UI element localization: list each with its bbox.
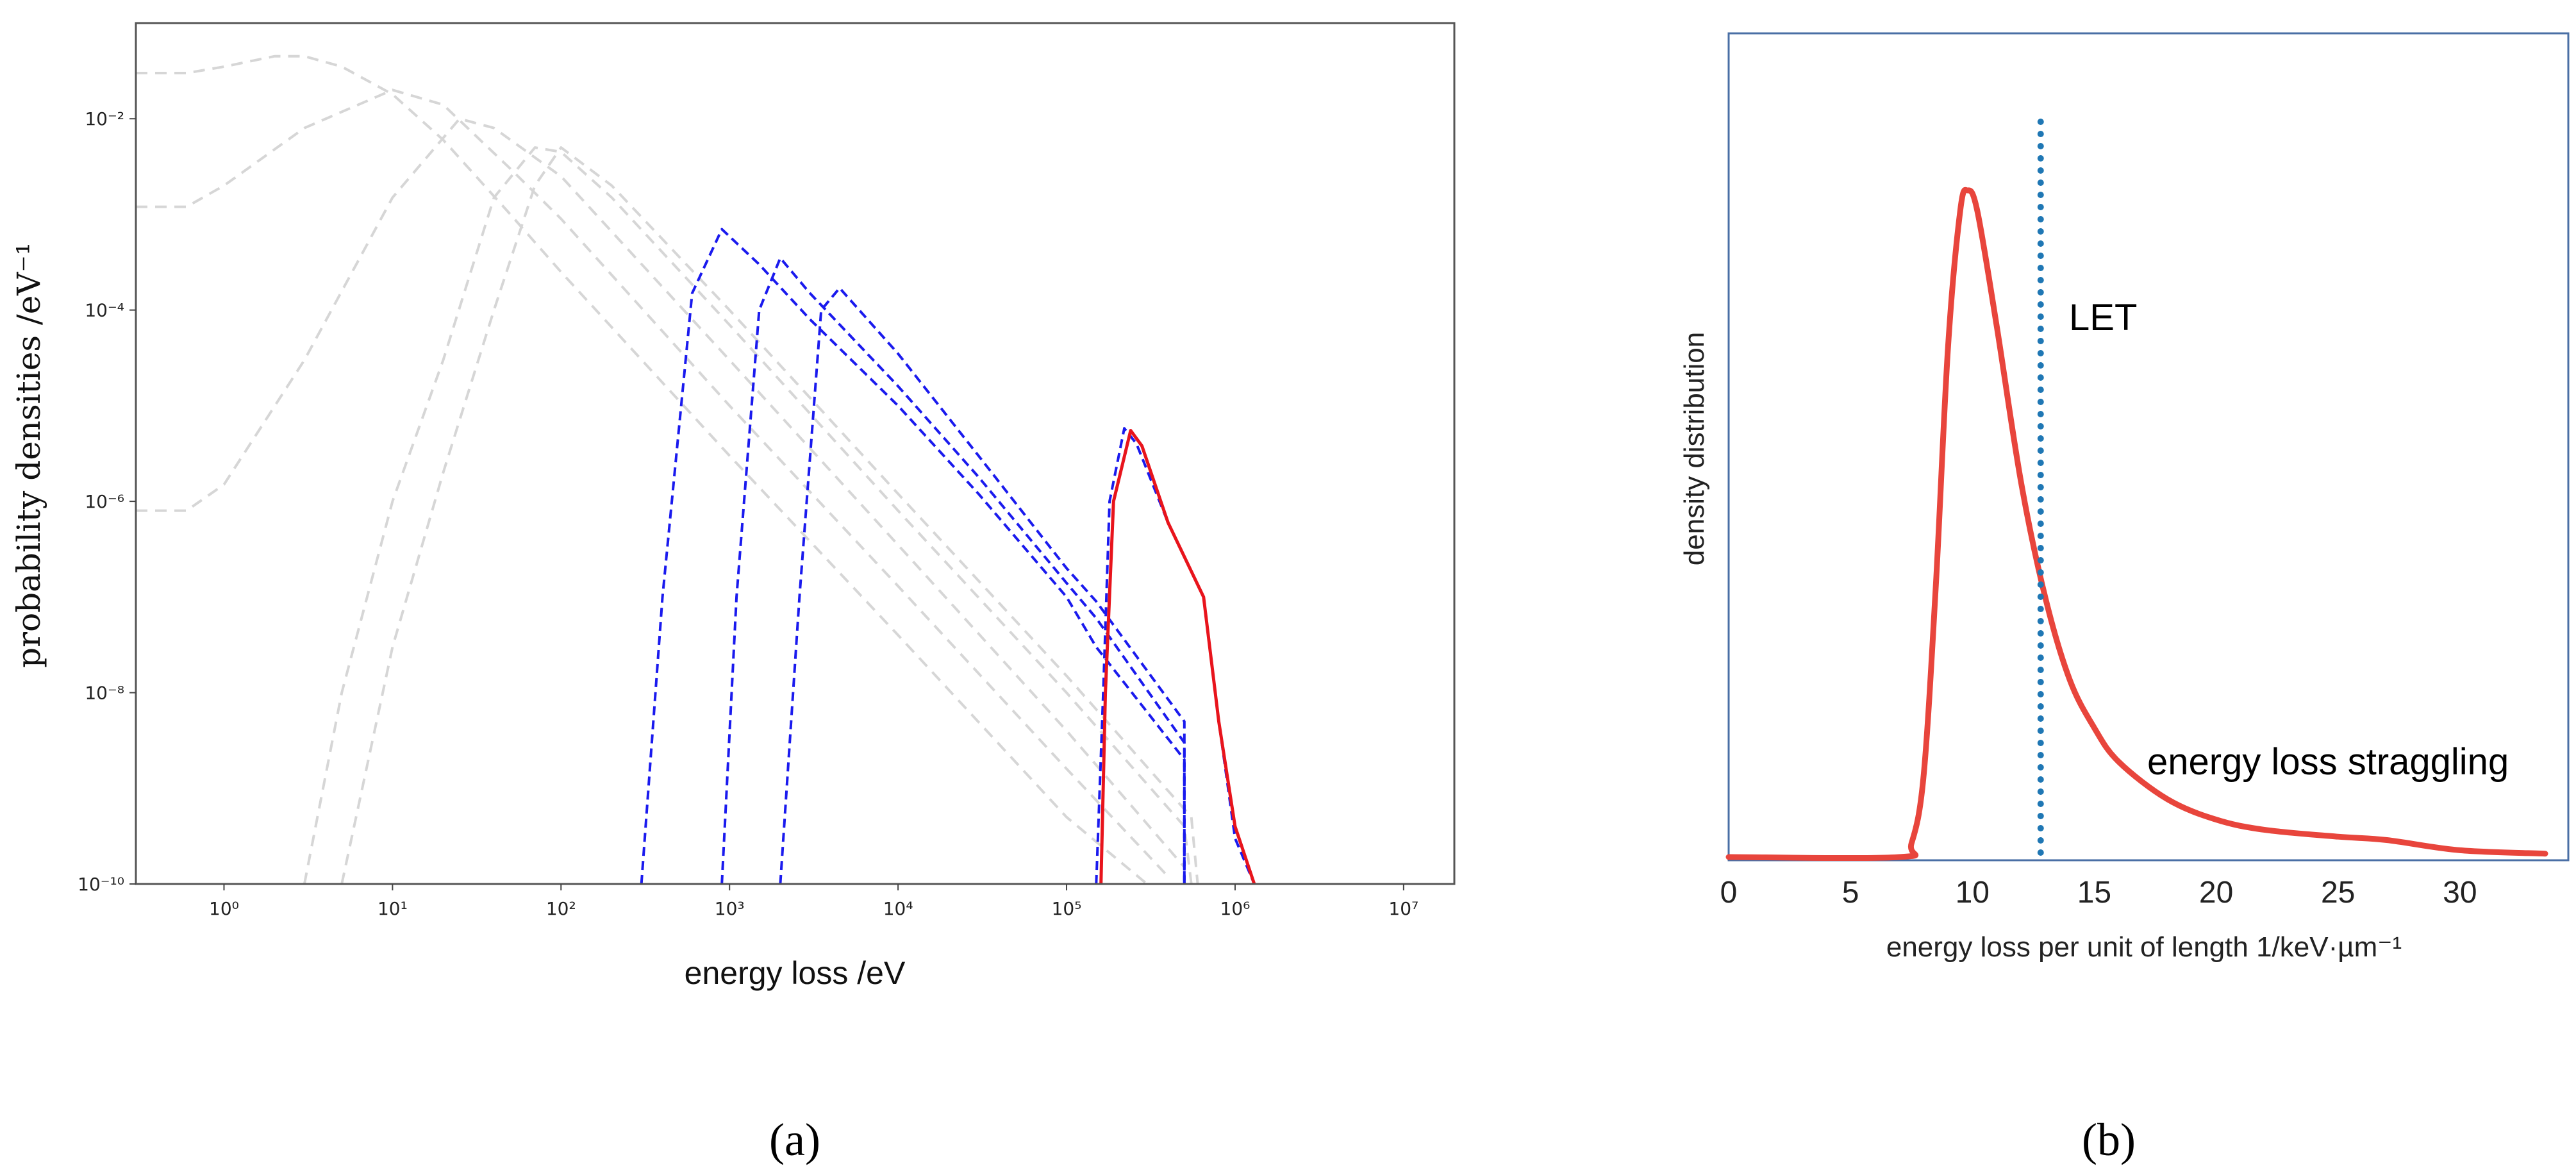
panel-b-x-tick-label: 5 [1842,876,1859,910]
panel-a-series-grey-3 [303,146,1193,885]
panel-a-y-tick-label: 10⁻¹⁰ [78,874,124,895]
panel-b-density-curve [1725,187,2548,862]
panel-a-series-blue-8 [1095,427,1256,885]
panel-a-series-grey-1 [136,88,1169,878]
panel-a-y-tick-label: 10⁻⁸ [85,683,124,704]
panel-b-curves [1725,119,2548,862]
panel-a-x-tick-label: 10⁰ [209,898,239,919]
panel-a-x-tick-label: 10⁶ [1220,898,1251,919]
panel-a-x-tick-label: 10¹ [378,898,408,919]
panel-a-x-tick-label: 10³ [715,898,745,919]
panel-a-x-tick-label: 10⁴ [883,898,913,919]
panel-b-x-tick-label: 25 [2321,876,2355,910]
panel-b-y-axis-label: density distribution [1679,332,1710,565]
panel-a-curves [136,54,1256,885]
panel-a-series-blue-7 [779,287,1186,885]
panel-a-series-grey-4 [340,146,1199,885]
panel-a-y-tick-label: 10⁻⁴ [85,300,124,321]
panel-a-y-axis-label: probability densities /eV⁻¹ [10,242,47,668]
panel-a-x-ticks: 10⁰ 10¹ 10² 10³ 10⁴ 10⁵ 10⁶ 10⁷ [209,884,1418,919]
panel-a-series-grey-2 [136,117,1186,869]
panel-a-x-tick-label: 10⁵ [1052,898,1082,919]
energy-loss-straggling-label: energy loss straggling [2147,741,2509,783]
panel-b-x-ticks: 0 5 10 15 20 25 30 [1720,876,2477,910]
panel-b-chart: 0 5 10 15 20 25 30 energy loss per unit of len… [1679,32,2570,963]
panel-b-frame [1727,32,2570,862]
panel-a-x-axis-label: energy loss /eV [685,955,906,991]
panel-a-caption: (a) [769,1114,820,1165]
panel-a-chart: 10⁰ 10¹ 10² 10³ 10⁴ 10⁵ 10⁶ 10⁷ 10⁻¹⁰10⁻⁸10⁻⁶10… [10,22,1456,991]
panel-a-series-grey-0 [136,54,1148,885]
panel-b-caption: (b) [2082,1114,2136,1165]
panel-a-series-blue-5 [640,228,1186,885]
panel-b-x-axis-label: energy loss per unit of length 1/keV·µm⁻… [1886,931,2402,963]
panel-b-x-tick-label: 10 [1956,876,1990,910]
panel-a-x-tick-label: 10² [546,898,576,919]
panel-a-y-tick-label: 10⁻⁶ [85,491,124,512]
panel-a-series-red-9 [1099,429,1256,885]
panel-a-x-tick-label: 10⁷ [1388,898,1418,919]
panel-a-y-ticks: 10⁻¹⁰ 10⁻⁸ 10⁻⁶ 10⁻⁴ 10⁻² [78,108,136,895]
panel-a-frame [135,22,1456,885]
let-label: LET [2069,297,2137,338]
panel-a-y-tick-label: 10⁻² [85,108,124,129]
panel-a-series-blue-6 [720,256,1186,885]
panel-b-x-tick-label: 30 [2443,876,2477,910]
panel-b-x-tick-label: 0 [1720,876,1738,910]
panel-b-x-tick-label: 20 [2199,876,2233,910]
panel-b-x-tick-label: 15 [2077,876,2111,910]
